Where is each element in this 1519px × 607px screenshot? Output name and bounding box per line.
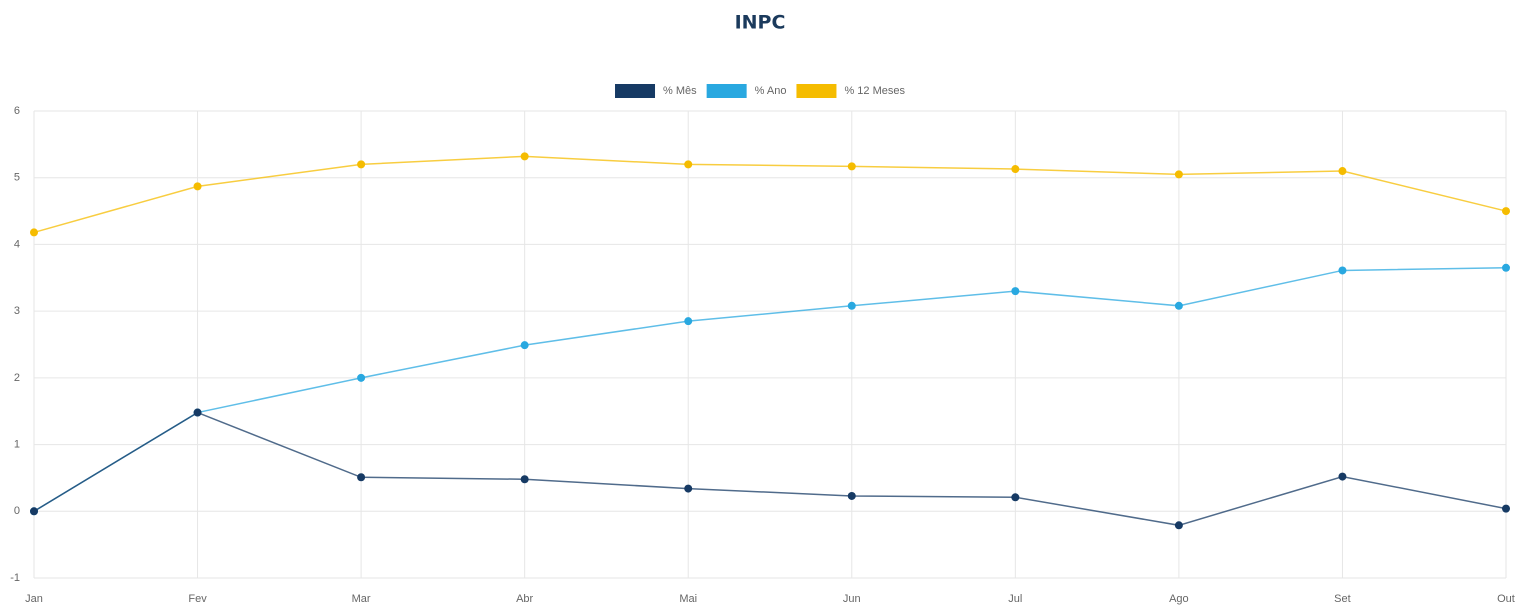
- legend-swatch: [706, 84, 747, 98]
- y-tick-label: 3: [14, 305, 20, 317]
- legend-swatch: [615, 84, 656, 98]
- data-point: [847, 162, 856, 171]
- x-tick-label: Abr: [516, 593, 533, 605]
- data-point: [30, 228, 38, 237]
- data-point: [1011, 287, 1020, 296]
- data-point: [1338, 167, 1347, 176]
- data-point: [1011, 493, 1020, 502]
- series-line: [33, 155, 1507, 234]
- y-tick-label: 4: [14, 238, 20, 250]
- y-tick-label: 0: [14, 505, 20, 517]
- data-point: [847, 301, 856, 310]
- x-tick-label: Out: [1497, 593, 1515, 605]
- legend-label: % Mês: [663, 85, 697, 97]
- data-point: [1502, 504, 1510, 513]
- data-point: [193, 182, 202, 191]
- x-tick-label: Mai: [679, 593, 697, 605]
- data-point: [684, 484, 693, 493]
- data-point: [357, 160, 366, 169]
- data-point: [1338, 472, 1347, 481]
- data-point: [684, 317, 693, 326]
- y-tick-label: 6: [14, 105, 20, 117]
- x-tick-label: Set: [1334, 593, 1351, 605]
- y-tick-label: 5: [14, 172, 20, 184]
- y-tick-label: -1: [10, 572, 20, 584]
- series-line: [33, 267, 1507, 512]
- data-point: [847, 491, 856, 500]
- data-point: [684, 160, 693, 169]
- x-tick-label: Fev: [188, 593, 207, 605]
- data-point: [520, 341, 529, 350]
- data-point: [520, 475, 529, 484]
- data-point: [1174, 170, 1183, 179]
- data-point: [357, 373, 366, 382]
- x-tick-label: Jan: [25, 593, 43, 605]
- legend-label: % Ano: [755, 85, 787, 97]
- x-tick-label: Ago: [1169, 593, 1189, 605]
- x-tick-label: Jun: [843, 593, 861, 605]
- data-point: [1502, 263, 1510, 272]
- legend-label: % 12 Meses: [844, 85, 905, 97]
- data-point: [1338, 266, 1347, 275]
- x-tick-label: Jul: [1008, 593, 1022, 605]
- chart-title: INPC: [735, 12, 786, 34]
- y-tick-label: 2: [14, 372, 20, 384]
- data-point: [1502, 207, 1510, 216]
- data-point: [1011, 165, 1020, 174]
- data-point: [1174, 521, 1183, 530]
- legend-swatch: [796, 84, 837, 98]
- x-tick-label: Mar: [352, 593, 371, 605]
- y-tick-label: 1: [14, 438, 20, 450]
- data-point: [520, 152, 529, 161]
- series-line: [33, 411, 1507, 527]
- data-point: [1174, 301, 1183, 310]
- data-point: [30, 507, 38, 516]
- data-point: [193, 408, 202, 417]
- data-point: [357, 473, 366, 482]
